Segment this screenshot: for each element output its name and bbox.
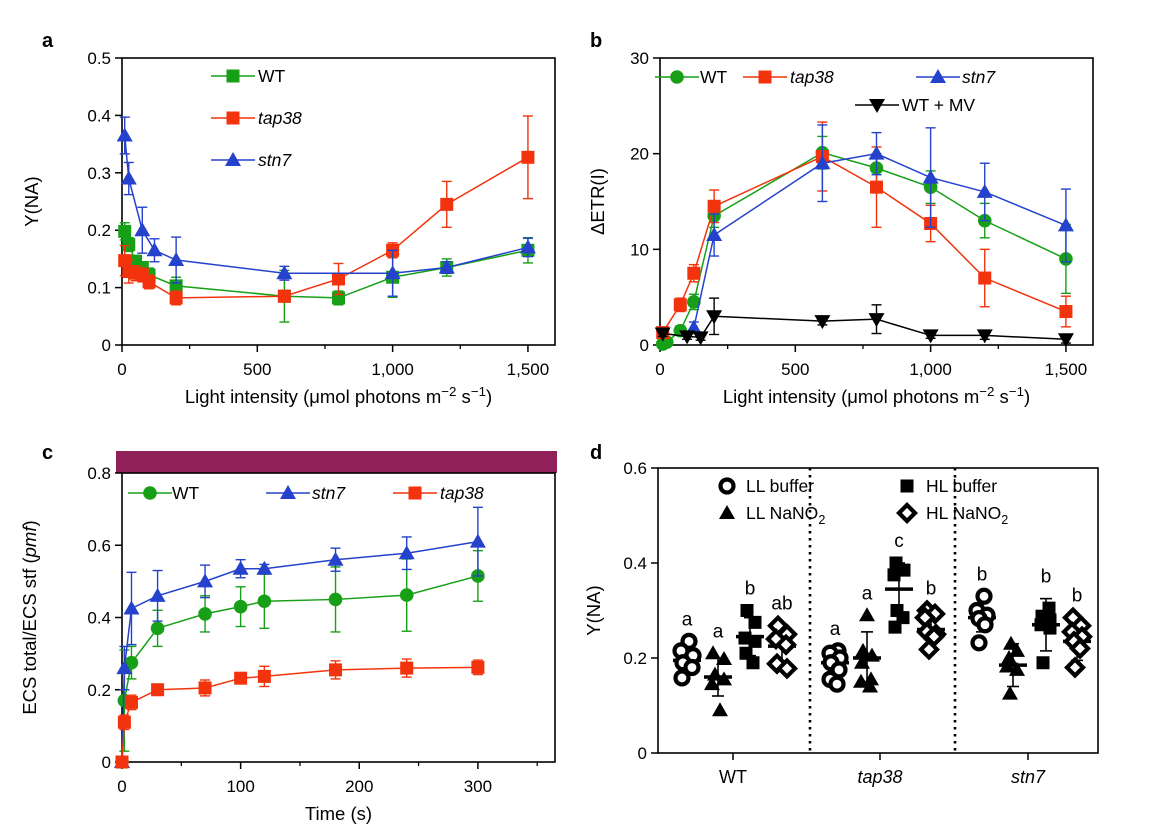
svg-text:1,500: 1,500 (507, 360, 550, 379)
treatment-bar (116, 451, 557, 473)
panel-b-label: b (590, 30, 603, 52)
svg-text:0.2: 0.2 (87, 681, 111, 700)
svg-text:0.2: 0.2 (87, 221, 111, 240)
svg-text:0: 0 (117, 360, 126, 379)
svg-text:0.4: 0.4 (87, 609, 111, 628)
svg-text:b: b (1072, 586, 1083, 607)
svg-text:0: 0 (102, 336, 111, 355)
svg-text:HL buffer: HL buffer (926, 476, 997, 496)
panel-b-series-WT+MV (654, 297, 1074, 348)
panel-b-series-stn7 (685, 124, 1074, 335)
svg-text:b: b (926, 579, 937, 600)
svg-text:tap38: tap38 (440, 483, 484, 503)
svg-text:20: 20 (630, 145, 649, 164)
panel-d-legend: LL buffer LL NaNO2 HL buffer HL NaNO2 (718, 476, 1008, 527)
svg-text:0: 0 (638, 744, 647, 763)
svg-text:10: 10 (630, 240, 649, 259)
svg-text:0: 0 (117, 777, 126, 796)
panel-a-label: a (42, 30, 54, 52)
svg-text:WT: WT (258, 66, 286, 86)
panel-c-legend: WT stn7 tap38 (128, 483, 484, 503)
svg-text:1,000: 1,000 (909, 360, 952, 379)
svg-text:tap38: tap38 (857, 767, 902, 787)
panel-c-series-tap38 (115, 658, 485, 769)
svg-text:stn7: stn7 (312, 483, 346, 503)
svg-text:b: b (745, 579, 756, 600)
svg-text:ECS total/ECS stf (pmf): ECS total/ECS stf (pmf) (19, 520, 40, 714)
svg-text:ΔETR(I): ΔETR(I) (587, 168, 608, 235)
panel-a-series-tap38 (118, 115, 535, 306)
svg-text:0.4: 0.4 (87, 106, 111, 125)
svg-text:30: 30 (630, 49, 649, 68)
svg-text:0.5: 0.5 (87, 49, 111, 68)
svg-text:b: b (1041, 567, 1052, 588)
panel-c-series-stn7 (114, 506, 486, 768)
svg-text:500: 500 (781, 360, 809, 379)
panel-a-legend: WT tap38 stn7 (211, 66, 302, 170)
svg-text:a: a (682, 609, 693, 630)
svg-text:Light intensity (μmol photons: Light intensity (μmol photons m−2 s−1) (185, 384, 492, 407)
panel-d-group-tap38: tap38 aa c b (821, 531, 947, 787)
svg-text:tap38: tap38 (790, 67, 834, 87)
panel-d-label: d (590, 442, 603, 464)
svg-text:b: b (977, 564, 988, 585)
panel-c: 0 0.2 0.4 0.6 0.8 ECS total/ECS stf (pmf) 0 100… (19, 451, 557, 824)
svg-text:0.6: 0.6 (623, 459, 647, 478)
svg-text:a: a (713, 621, 724, 642)
svg-text:WT + MV: WT + MV (902, 95, 975, 115)
svg-text:stn7: stn7 (962, 67, 996, 87)
svg-text:0.8: 0.8 (87, 464, 111, 483)
panel-c-label: c (42, 442, 54, 464)
svg-text:1,000: 1,000 (371, 360, 414, 379)
svg-text:Light intensity (μmol photons: Light intensity (μmol photons m−2 s−1) (723, 384, 1030, 407)
svg-text:0: 0 (640, 336, 649, 355)
svg-text:LL buffer: LL buffer (746, 476, 814, 496)
svg-text:a: a (862, 583, 873, 604)
svg-text:1,500: 1,500 (1045, 360, 1088, 379)
svg-text:0.4: 0.4 (623, 554, 647, 573)
svg-text:a: a (830, 619, 841, 640)
svg-text:0.2: 0.2 (623, 649, 647, 668)
panel-b-series-WT (655, 135, 1073, 351)
svg-text:0: 0 (102, 753, 111, 772)
panel-a-series-stn7 (116, 116, 536, 297)
svg-text:stn7: stn7 (258, 150, 292, 170)
svg-text:0: 0 (655, 360, 664, 379)
svg-text:300: 300 (464, 777, 492, 796)
panel-c-series-WT (115, 549, 485, 769)
svg-text:LL NaNO2: LL NaNO2 (746, 503, 825, 527)
svg-text:200: 200 (345, 777, 373, 796)
svg-text:ab: ab (771, 594, 792, 615)
svg-text:Y(NA): Y(NA) (21, 176, 42, 226)
svg-text:c: c (894, 531, 904, 552)
svg-text:100: 100 (226, 777, 254, 796)
svg-text:0.3: 0.3 (87, 164, 111, 183)
svg-text:0.6: 0.6 (87, 536, 111, 555)
panel-a: 0 0.1 0.2 0.3 0.4 0.5 Y(NA) 0 500 1,000 1,500 Light… (21, 49, 556, 407)
svg-text:WT: WT (719, 767, 747, 787)
svg-text:500: 500 (243, 360, 271, 379)
panel-b-legend: WT tap38 stn7 WT + MV (655, 67, 996, 115)
svg-text:WT: WT (700, 67, 728, 87)
svg-text:stn7: stn7 (1011, 767, 1046, 787)
panel-b-series-tap38 (656, 121, 1073, 340)
svg-text:WT: WT (172, 483, 200, 503)
svg-text:Y(NA): Y(NA) (583, 585, 604, 635)
svg-text:HL NaNO2: HL NaNO2 (926, 503, 1008, 527)
svg-text:tap38: tap38 (258, 108, 302, 128)
svg-text:Time (s): Time (s) (305, 803, 372, 824)
panel-b: 0 10 20 30 ΔETR(I) 0 500 1,000 1,500 Light intens… (587, 49, 1094, 407)
svg-text:0.1: 0.1 (87, 279, 111, 298)
